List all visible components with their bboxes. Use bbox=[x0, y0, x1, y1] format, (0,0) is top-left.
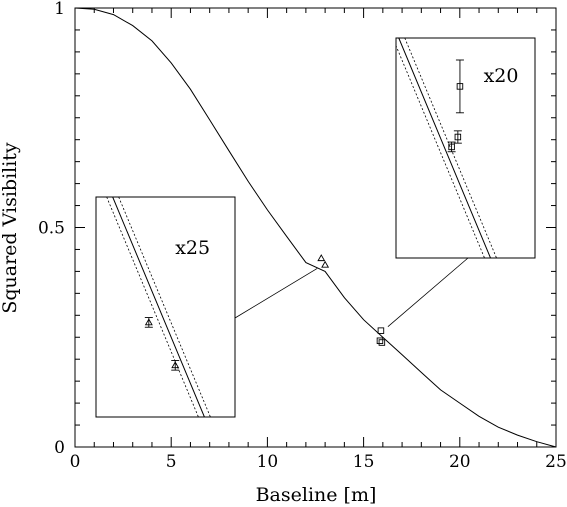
inset-scale-label: x20 bbox=[484, 65, 519, 87]
triangle-point bbox=[317, 254, 326, 262]
x-axis: 0 5 10 15 20 25 bbox=[70, 8, 567, 472]
inset-model-line bbox=[112, 197, 205, 417]
x-tick-label: 5 bbox=[166, 452, 177, 472]
insets: x25 x20 bbox=[95, 37, 536, 418]
inset-model-lines bbox=[396, 38, 497, 258]
inset-connector bbox=[387, 257, 469, 327]
inset-triangle-point bbox=[171, 361, 180, 369]
inset-model-line bbox=[398, 38, 491, 258]
inset-left: x25 bbox=[95, 196, 318, 418]
inset-triangle-point bbox=[144, 318, 153, 326]
model-curve bbox=[74, 7, 557, 448]
inset-right: x20 bbox=[387, 37, 536, 327]
inset-frame bbox=[395, 37, 536, 259]
inset-square-point bbox=[456, 83, 464, 90]
y-axis: 00.51 bbox=[38, 0, 556, 458]
data-points bbox=[317, 254, 386, 346]
x-axis-label: Baseline [m] bbox=[256, 484, 377, 506]
x-tick-label: 25 bbox=[545, 452, 567, 472]
inset-square-point bbox=[454, 133, 462, 141]
inset-frame bbox=[95, 196, 236, 418]
x-tick-label: 15 bbox=[353, 452, 375, 472]
square-point bbox=[377, 327, 385, 334]
square-point bbox=[378, 339, 386, 346]
model-curve-layer bbox=[74, 7, 557, 448]
triangle-point bbox=[321, 260, 330, 268]
x-tick-label: 0 bbox=[70, 452, 81, 472]
y-axis-label: Squared Visibility bbox=[0, 142, 21, 314]
inset-scale-label: x25 bbox=[175, 237, 210, 259]
inset-square-point bbox=[448, 143, 455, 151]
y-tick-label: 1 bbox=[54, 0, 65, 19]
x-tick-label: 10 bbox=[257, 452, 279, 472]
y-tick-label: 0.5 bbox=[38, 219, 65, 239]
square-point bbox=[376, 337, 384, 345]
x-tick-label: 20 bbox=[449, 452, 471, 472]
y-tick-label: 0 bbox=[54, 438, 65, 458]
inset-model-lines bbox=[106, 197, 211, 417]
inset-connector bbox=[234, 268, 318, 319]
